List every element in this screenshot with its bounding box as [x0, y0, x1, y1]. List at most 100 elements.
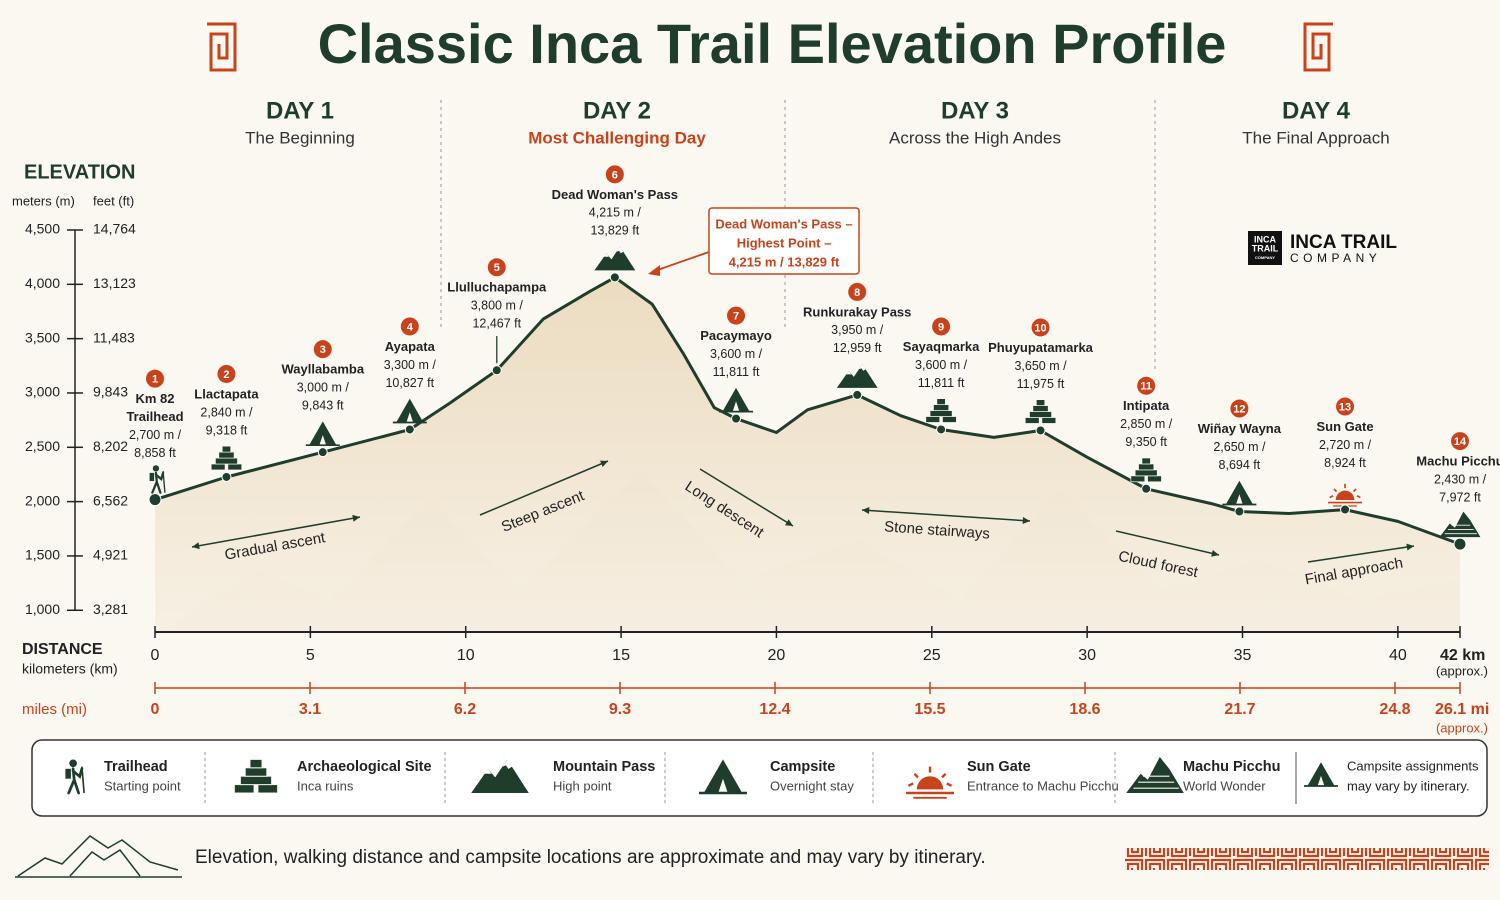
legend-icon — [905, 766, 955, 799]
waypoint-number: 3 — [320, 344, 326, 356]
waypoint-icon-part — [1335, 490, 1355, 501]
waypoint-number-badge — [400, 317, 419, 336]
x2-tick-label: 3.1 — [299, 701, 321, 718]
waypoint-icon-part — [215, 457, 238, 465]
title-ornament — [1303, 22, 1333, 72]
annotation-arrow — [1307, 545, 1415, 563]
legend-note: may vary by itinerary. — [1347, 778, 1470, 793]
x2-tick-label: 6.2 — [454, 701, 476, 718]
legend-description: High point — [553, 778, 612, 793]
annotation-arrowhead — [785, 519, 793, 526]
waypoint-icon-part — [1144, 475, 1148, 482]
x2-tick-label: 24.8 — [1379, 701, 1410, 718]
waypoint-number-badge — [932, 317, 951, 336]
waypoint-feet: 7,972 ft — [1439, 490, 1481, 504]
waypoint-feet: 8,924 ft — [1324, 456, 1366, 470]
waypoint-icon-part — [1329, 494, 1334, 499]
waypoint-number-badge — [605, 165, 624, 184]
callout-text: Dead Woman's Pass – — [715, 216, 852, 231]
legend-frame — [31, 739, 1488, 817]
waypoint-number: 2 — [223, 369, 229, 381]
waypoint-number: 13 — [1339, 401, 1351, 413]
callout-text: Highest Point – — [737, 235, 832, 250]
x-tick-label: 0 — [151, 647, 160, 664]
callout-text: 4,215 m / 13,829 ft — [729, 254, 840, 269]
waypoint-feet: 9,843 ft — [302, 398, 344, 412]
annotation-arrow — [479, 460, 609, 516]
annotation-arrowhead — [1022, 517, 1030, 525]
waypoint-number: 12 — [1233, 403, 1245, 415]
waypoint-icon-part — [1235, 494, 1243, 505]
waypoint-icon — [836, 364, 878, 388]
waypoint-name: Ayapata — [385, 339, 436, 354]
waypoint-name: Dead Woman's Pass — [552, 187, 678, 202]
waypoint-icon-part — [309, 421, 337, 446]
waypoint-icon-part — [732, 401, 740, 412]
legend-icon-part — [81, 766, 85, 794]
waypoint-number: 6 — [612, 169, 618, 181]
x-axis-note: (approx.) — [1436, 663, 1488, 678]
waypoint-icon — [305, 421, 340, 447]
waypoint-number-badge — [1031, 318, 1050, 337]
legend-icon — [233, 758, 279, 794]
waypoint-number-badge — [848, 282, 867, 301]
logo-name: INCA TRAIL — [1290, 232, 1397, 253]
waypoint-name: Sun Gate — [1316, 419, 1373, 434]
y2-tick-label: 14,764 — [93, 221, 136, 237]
waypoint-number-badge — [217, 364, 236, 383]
waypoint-number-badge — [146, 369, 164, 388]
waypoint-icon-part — [1035, 399, 1046, 406]
x-tick-label: 25 — [923, 647, 941, 664]
y2-tick-label: 11,483 — [93, 329, 135, 345]
day-label: DAY 1 — [266, 97, 334, 124]
annotation-arrow — [861, 509, 1031, 522]
annotation-arrowhead — [1406, 543, 1414, 551]
waypoint-icon-part — [1352, 488, 1357, 493]
footnote: Elevation, walking distance and campsite… — [195, 847, 986, 868]
legend-icon-part — [946, 782, 953, 787]
legend-icon-part — [253, 784, 259, 793]
legend-icon-part — [244, 767, 268, 777]
waypoint-feet: 11,811 ft — [918, 376, 965, 390]
waypoint-icon-part — [858, 364, 866, 371]
legend-note: Campsite assignments — [1347, 758, 1479, 773]
legend-description: Inca ruins — [297, 778, 354, 793]
day-subtitle: Across the High Andes — [889, 128, 1061, 147]
footer-mountains — [15, 835, 182, 878]
y2-tick-label: 13,123 — [93, 275, 136, 291]
waypoint-dot — [1453, 537, 1467, 551]
legend-note-icon-part — [1317, 775, 1325, 786]
legend-icon — [698, 759, 748, 795]
waypoint-icon-part — [936, 398, 946, 405]
waypoint-number: 11 — [1140, 381, 1152, 393]
legend-name: Sun Gate — [967, 759, 1031, 775]
waypoint-icon-part — [1134, 469, 1158, 477]
y2-tick-label: 8,202 — [93, 438, 128, 454]
waypoint-icon — [392, 398, 427, 424]
waypoint-icon-part — [1038, 417, 1043, 424]
waypoint-name: Machu Picchu — [1416, 454, 1500, 469]
waypoint-icon — [1024, 399, 1057, 424]
x2-tick-label: 0 — [151, 701, 160, 718]
waypoint-name: Pacaymayo — [700, 328, 772, 343]
day-label: DAY 3 — [941, 97, 1009, 124]
waypoint-dot — [491, 365, 502, 376]
waypoint-feet: 12,467 ft — [472, 317, 521, 331]
waypoint-dot — [1035, 425, 1046, 436]
x2-tick-label: 21.7 — [1224, 701, 1255, 718]
waypoint-name: Llulluchapampa — [447, 280, 547, 295]
waypoint-icon — [1439, 511, 1481, 538]
waypoint-icon-part — [1032, 405, 1049, 412]
legend-icon-part — [703, 759, 743, 793]
y-tick-label: 2,500 — [25, 438, 60, 454]
waypoint-name: Runkurakay Pass — [803, 304, 911, 319]
waypoint-dot — [852, 389, 863, 400]
waypoint-number-badge — [727, 306, 746, 325]
legend-name: Campsite — [770, 759, 835, 775]
y2-tick-label: 9,843 — [93, 384, 128, 400]
waypoint-number: 10 — [1034, 322, 1046, 334]
waypoint-elevation: 2,840 m / — [200, 405, 253, 419]
day-subtitle: Most Challenging Day — [528, 128, 706, 147]
legend-icon-part — [471, 759, 529, 793]
waypoint-icon — [925, 398, 957, 423]
